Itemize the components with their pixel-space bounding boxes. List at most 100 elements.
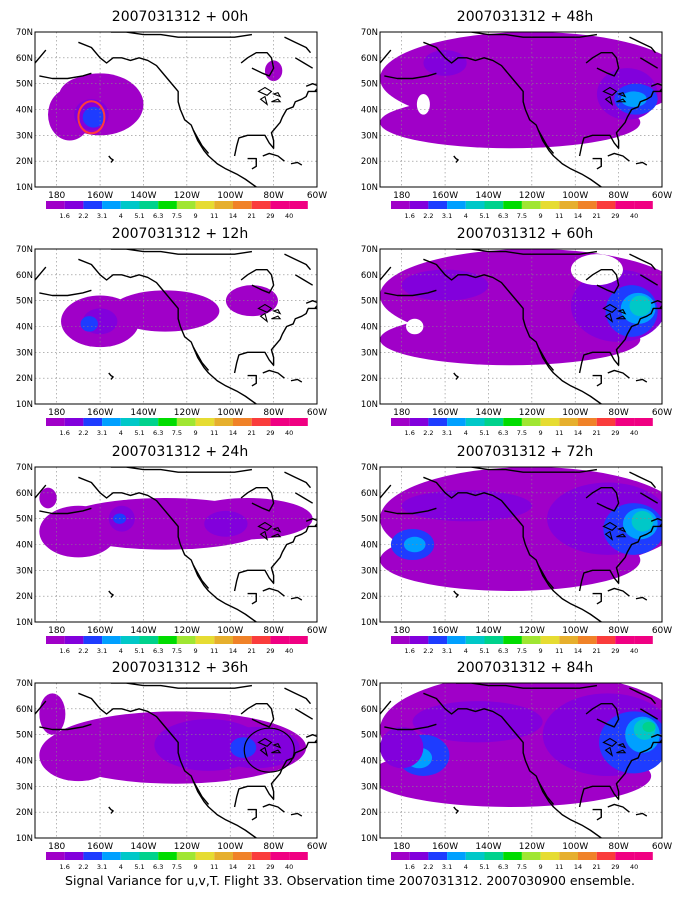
colorbar-swatch bbox=[521, 636, 541, 644]
colorbar-label: 29 bbox=[266, 863, 274, 871]
coastline bbox=[592, 592, 602, 605]
longitude-label: 180 bbox=[48, 408, 65, 418]
coastline bbox=[607, 587, 630, 597]
colorbar-swatch bbox=[214, 201, 233, 209]
colorbar-swatch bbox=[503, 636, 522, 644]
colorbar-label: 21 bbox=[593, 212, 601, 220]
colorbar-swatch bbox=[484, 636, 504, 644]
signal-region bbox=[401, 490, 532, 522]
colorbar-label: 9 bbox=[539, 863, 543, 871]
colorbar-swatch bbox=[503, 201, 522, 209]
colorbar-swatch bbox=[503, 852, 522, 860]
colorbar-label: 29 bbox=[611, 212, 619, 220]
lake-outline bbox=[616, 309, 627, 315]
colorbar-swatch bbox=[139, 636, 159, 644]
lake-outline bbox=[602, 86, 618, 96]
colorbar-swatch bbox=[102, 201, 121, 209]
coastline bbox=[629, 471, 657, 489]
variance-map: 70N 60N 50N 40N 30N 20N 10N 180 160W 140W 120W 100W… bbox=[16, 679, 327, 871]
coastline bbox=[380, 700, 392, 715]
longitude-label: 120W bbox=[519, 408, 545, 418]
map-panel: 2007031312 + 84h 70N 60N 50N 40N 30N 20N 10N 180… bbox=[355, 656, 695, 874]
coastline bbox=[233, 307, 317, 374]
coastline bbox=[294, 274, 314, 286]
colorbar-swatch bbox=[64, 636, 84, 644]
longitude-label: 160W bbox=[87, 191, 113, 201]
variance-map: 70N 60N 50N 40N 30N 20N 10N 180 160W 140W 120W 100W… bbox=[361, 28, 672, 220]
colorbar-swatch bbox=[120, 201, 140, 209]
coastline bbox=[380, 266, 392, 281]
signal-region bbox=[230, 737, 257, 758]
colorbar-label: 7.5 bbox=[517, 647, 527, 655]
longitude-label: 80W bbox=[608, 191, 628, 201]
colorbar-label: 14 bbox=[574, 212, 582, 220]
coastline bbox=[192, 780, 210, 805]
latitude-label: 70N bbox=[16, 245, 33, 255]
coastline bbox=[108, 590, 114, 598]
map-panel: 2007031312 + 12h 70N 60N 50N 40N 30N 20N 10N 180… bbox=[10, 222, 350, 440]
coastline bbox=[578, 741, 662, 808]
colorbar-swatch bbox=[559, 636, 578, 644]
coastline bbox=[294, 708, 314, 720]
longitude-label: 160W bbox=[432, 842, 458, 852]
colorbar-swatch bbox=[270, 636, 290, 644]
variance-map: 70N 60N 50N 40N 30N 20N 10N 180 160W 140W 120W 100W… bbox=[16, 245, 327, 437]
coastline bbox=[108, 372, 114, 380]
coastline bbox=[78, 258, 257, 404]
colorbar-swatch bbox=[270, 852, 290, 860]
colorbar-swatch bbox=[615, 852, 635, 860]
colorbar-swatch bbox=[46, 201, 65, 209]
colorbar-swatch bbox=[484, 852, 504, 860]
colorbar-swatch bbox=[409, 418, 429, 426]
colorbar-label: 2.2 bbox=[423, 863, 433, 871]
panel-title: 2007031312 + 60h bbox=[456, 226, 594, 242]
latitude-label: 40N bbox=[361, 106, 378, 116]
latitude-label: 10N bbox=[361, 183, 378, 193]
latitude-label: 60N bbox=[361, 271, 378, 281]
lake-outline bbox=[602, 521, 618, 531]
lake-outline bbox=[271, 743, 282, 749]
longitude-label: 140W bbox=[475, 842, 501, 852]
latitude-label: 50N bbox=[16, 731, 33, 741]
latitude-label: 50N bbox=[361, 80, 378, 90]
colorbar-label: 40 bbox=[285, 647, 293, 655]
latitude-label: 10N bbox=[16, 400, 33, 410]
colorbar-label: 4 bbox=[464, 429, 468, 437]
coastline bbox=[629, 36, 657, 54]
colorbar-label: 11 bbox=[555, 863, 563, 871]
colorbar-swatch bbox=[214, 636, 233, 644]
colorbar-label: 40 bbox=[630, 647, 638, 655]
colorbar-swatch bbox=[391, 418, 410, 426]
colorbar-swatch bbox=[447, 418, 466, 426]
figure-caption: Signal Variance for u,v,T. Flight 33. Ob… bbox=[65, 873, 635, 888]
coastline bbox=[262, 369, 285, 379]
coastline bbox=[380, 49, 392, 64]
colorbar-swatch bbox=[559, 852, 578, 860]
colorbar-label: 4 bbox=[119, 429, 123, 437]
colorbar-label: 14 bbox=[229, 429, 237, 437]
colorbar-label: 5.1 bbox=[479, 429, 489, 437]
lake-outline bbox=[271, 315, 282, 320]
coastline bbox=[294, 57, 314, 69]
coastline bbox=[262, 587, 285, 597]
map-panel: 2007031312 + 60h 70N 60N 50N 40N 30N 20N 10N 180… bbox=[355, 222, 695, 440]
colorbar-label: 2.2 bbox=[423, 429, 433, 437]
latitude-label: 70N bbox=[16, 28, 33, 38]
colorbar-swatch bbox=[391, 852, 410, 860]
colorbar-label: 11 bbox=[555, 212, 563, 220]
colorbar-label: 1.6 bbox=[405, 429, 415, 437]
map-frame bbox=[379, 248, 663, 405]
colorbar-label: 9 bbox=[194, 863, 198, 871]
coastline bbox=[108, 155, 114, 163]
latitude-label: 60N bbox=[361, 489, 378, 499]
signal-region bbox=[629, 295, 652, 317]
coastline bbox=[284, 36, 312, 54]
latitude-label: 10N bbox=[361, 834, 378, 844]
coastline bbox=[635, 812, 648, 817]
colorbar-swatch bbox=[447, 201, 466, 209]
colorbar-label: 7.5 bbox=[172, 863, 182, 871]
longitude-label: 120W bbox=[519, 842, 545, 852]
colorbar-label: 4 bbox=[119, 863, 123, 871]
latitude-label: 30N bbox=[361, 131, 378, 141]
colorbar-label: 29 bbox=[266, 212, 274, 220]
